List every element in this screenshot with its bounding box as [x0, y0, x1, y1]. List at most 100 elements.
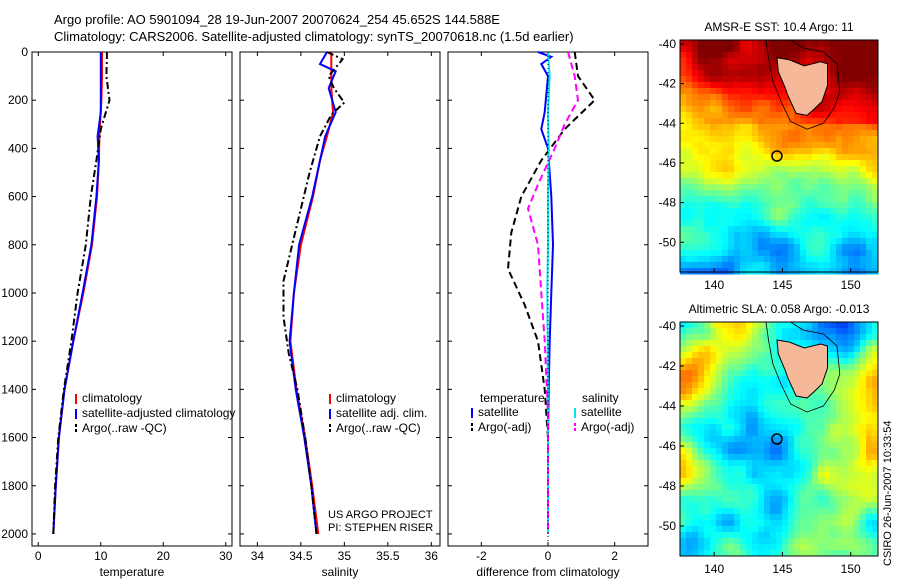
heat-cell: [818, 148, 825, 155]
heat-cell: [728, 472, 735, 479]
heat-cell: [860, 160, 867, 167]
heat-cell: [872, 58, 879, 65]
heat-cell: [866, 502, 873, 509]
heat-cell: [782, 334, 789, 341]
heat-cell: [854, 226, 861, 233]
heat-cell: [704, 202, 711, 209]
heat-cell: [758, 484, 765, 491]
heat-cell: [830, 358, 837, 365]
heat-cell: [848, 244, 855, 251]
heat-cell: [836, 88, 843, 95]
heat-cell: [794, 112, 801, 119]
heat-cell: [842, 214, 849, 221]
heat-cell: [686, 538, 693, 545]
heat-cell: [704, 112, 711, 119]
heat-cell: [800, 244, 807, 251]
heat-cell: [842, 196, 849, 203]
heat-cell: [698, 262, 705, 269]
heat-cell: [698, 514, 705, 521]
heat-cell: [812, 436, 819, 443]
heat-cell: [842, 190, 849, 197]
heat-cell: [848, 46, 855, 53]
heat-cell: [794, 334, 801, 341]
heat-cell: [758, 262, 765, 269]
heat-cell: [686, 106, 693, 113]
heat-cell: [848, 550, 855, 557]
heat-cell: [704, 394, 711, 401]
heat-cell: [752, 478, 759, 485]
heat-cell: [710, 256, 717, 263]
heat-cell: [680, 472, 687, 479]
heat-cell: [758, 412, 765, 419]
heat-cell: [842, 400, 849, 407]
heat-cell: [806, 550, 813, 557]
legend-label: Argo(..raw -QC): [82, 421, 167, 435]
heat-cell: [764, 514, 771, 521]
heat-cell: [788, 52, 795, 59]
heat-cell: [746, 496, 753, 503]
heat-cell: [830, 532, 837, 539]
heat-cell: [854, 166, 861, 173]
heat-cell: [680, 538, 687, 545]
heat-cell: [704, 130, 711, 137]
heat-cell: [782, 514, 789, 521]
heat-cell: [710, 190, 717, 197]
heat-cell: [848, 382, 855, 389]
heat-cell: [752, 94, 759, 101]
heat-cell: [818, 328, 825, 335]
heat-cell: [728, 172, 735, 179]
heat-cell: [776, 268, 783, 275]
heat-cell: [836, 400, 843, 407]
heat-cell: [782, 208, 789, 215]
heat-cell: [722, 376, 729, 383]
heat-cell: [740, 124, 747, 131]
heat-cell: [722, 406, 729, 413]
heat-cell: [710, 442, 717, 449]
heat-cell: [794, 172, 801, 179]
heat-cell: [782, 268, 789, 275]
heat-cell: [872, 142, 879, 149]
heat-cell: [866, 40, 873, 47]
legend-label: satellite: [581, 405, 622, 419]
heat-cell: [680, 466, 687, 473]
heat-cell: [794, 322, 801, 329]
heat-cell: [812, 58, 819, 65]
heat-cell: [740, 166, 747, 173]
heat-cell: [860, 220, 867, 227]
x-axis-label: temperature: [100, 565, 165, 579]
heat-cell: [704, 412, 711, 419]
heat-cell: [842, 88, 849, 95]
heat-cell: [722, 484, 729, 491]
heat-cell: [758, 172, 765, 179]
heat-cell: [866, 490, 873, 497]
heat-cell: [794, 58, 801, 65]
heat-cell: [758, 136, 765, 143]
heat-cell: [692, 532, 699, 539]
heat-cell: [794, 46, 801, 53]
heat-cell: [854, 232, 861, 239]
heat-cell: [734, 130, 741, 137]
heat-cell: [818, 244, 825, 251]
heat-cell: [848, 358, 855, 365]
heat-cell: [734, 382, 741, 389]
heat-cell: [824, 472, 831, 479]
heat-cell: [728, 106, 735, 113]
heat-cell: [752, 322, 759, 329]
heat-cell: [680, 94, 687, 101]
heat-cell: [704, 376, 711, 383]
y-tick-label: 1600: [1, 431, 28, 445]
heat-cell: [872, 268, 879, 275]
heat-cell: [764, 370, 771, 377]
heat-cell: [758, 382, 765, 389]
heat-cell: [860, 376, 867, 383]
heat-cell: [752, 250, 759, 257]
heat-cell: [746, 226, 753, 233]
heat-cell: [776, 166, 783, 173]
heat-cell: [776, 328, 783, 335]
heat-cell: [710, 334, 717, 341]
heat-cell: [716, 154, 723, 161]
heat-cell: [758, 148, 765, 155]
heat-cell: [854, 550, 861, 557]
heat-cell: [824, 514, 831, 521]
heat-cell: [836, 220, 843, 227]
